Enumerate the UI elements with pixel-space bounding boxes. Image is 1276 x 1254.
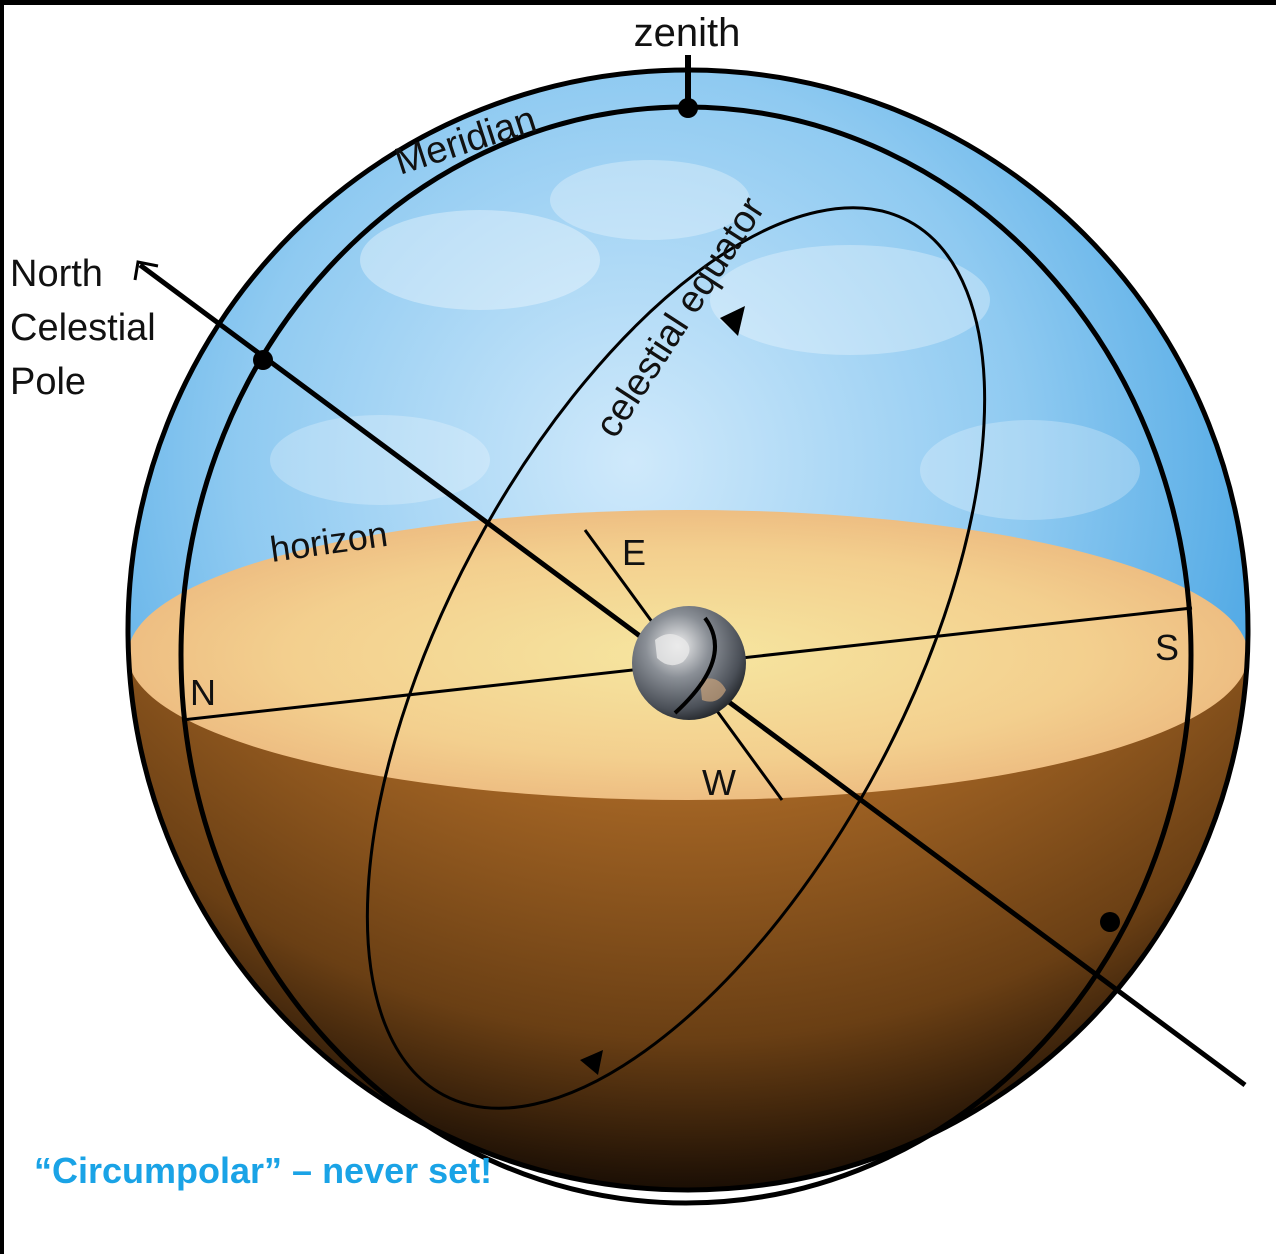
equator-arrow-down — [580, 1050, 603, 1075]
north-label: N — [190, 672, 216, 713]
zenith-label: zenith — [634, 11, 741, 55]
north-celestial-pole-point — [253, 350, 273, 370]
ncp-label-line-1: North — [10, 253, 103, 295]
zenith-point — [678, 98, 698, 118]
south-label: S — [1155, 627, 1179, 668]
ground-hemisphere — [128, 655, 1248, 1190]
frame-left-border — [0, 0, 4, 1254]
south-celestial-pole-point — [1100, 912, 1120, 932]
ncp-label-line-2: Celestial — [10, 307, 156, 349]
celestial-equator — [365, 206, 987, 1110]
pole-arrowhead — [133, 260, 159, 281]
earth-icon — [632, 606, 746, 720]
east-label: E — [622, 532, 646, 573]
ncp-label-line-3: Pole — [10, 361, 86, 403]
sky-dome — [128, 70, 1248, 655]
frame-top-border — [0, 0, 1276, 5]
equator-arrow-up — [720, 306, 745, 336]
west-label: W — [702, 762, 736, 803]
circumpolar-caption: “Circumpolar” – never set! — [34, 1150, 493, 1191]
